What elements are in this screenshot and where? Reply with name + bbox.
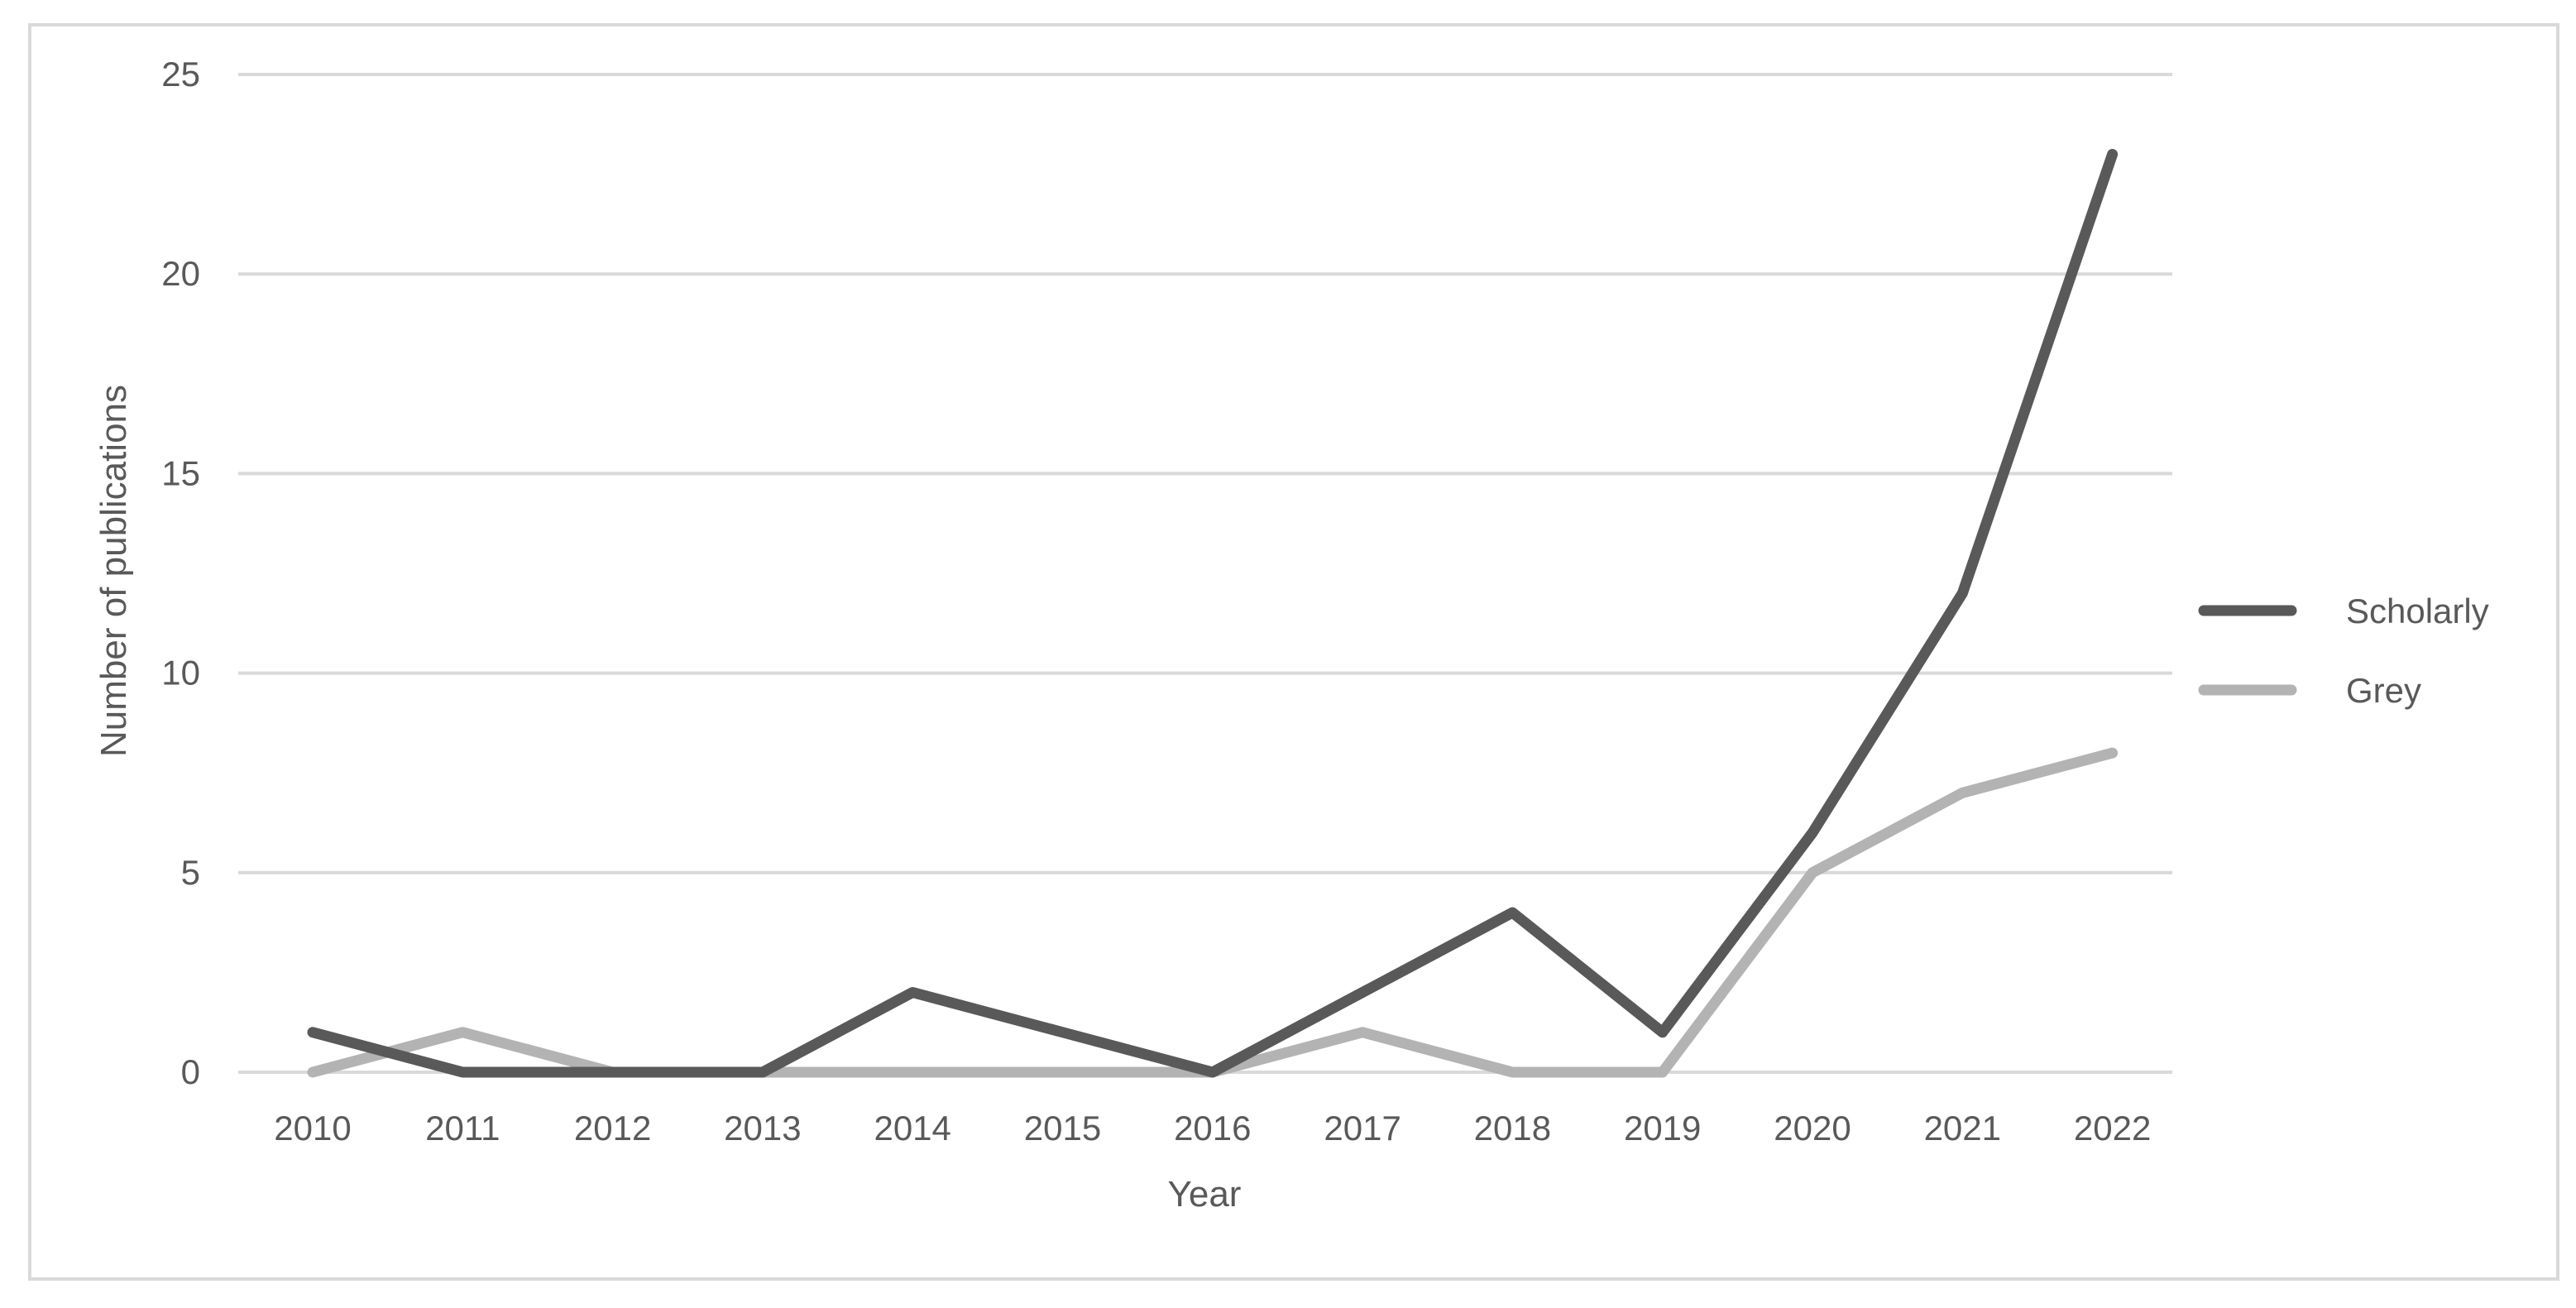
y-axis-ticks: 0 5 10 15 20 25 [161,55,200,1091]
x-tick-label: 2015 [1024,1109,1101,1147]
y-tick-label: 25 [161,55,200,93]
x-tick-label: 2020 [1774,1109,1851,1147]
series-line-scholarly [307,148,2119,1078]
series-lines [307,148,2119,1078]
x-axis-ticks: 2010 2011 2012 2013 2014 2015 2016 2017 2018 2019… [274,1109,2151,1147]
x-tick-label: 2018 [1474,1109,1551,1147]
series-line-grey [307,747,2119,1078]
legend: Scholarly Grey [2198,592,2489,710]
y-tick-label: 10 [161,654,200,692]
x-tick-label: 2016 [1174,1109,1251,1147]
x-tick-label: 2014 [874,1109,950,1147]
x-tick-label: 2010 [274,1109,351,1147]
x-tick-label: 2011 [425,1109,500,1147]
legend-label-grey: Grey [2346,671,2421,710]
x-axis-title: Year [1168,1174,1242,1215]
y-tick-label: 15 [161,453,200,492]
y-tick-label: 0 [181,1052,200,1091]
x-tick-label: 2013 [724,1109,801,1147]
y-axis-title: Number of publications [93,385,134,757]
x-tick-label: 2019 [1624,1109,1701,1147]
y-tick-label: 5 [181,853,200,892]
x-tick-label: 2021 [1924,1109,2001,1147]
legend-label-scholarly: Scholarly [2346,592,2489,630]
x-tick-label: 2022 [2074,1109,2151,1147]
x-tick-label: 2017 [1324,1109,1401,1147]
x-tick-label: 2012 [574,1109,651,1147]
y-tick-label: 20 [161,254,200,293]
gridlines [238,73,2172,1074]
